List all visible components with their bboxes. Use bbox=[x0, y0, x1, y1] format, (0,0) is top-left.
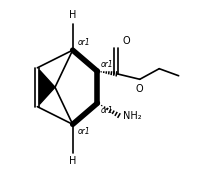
Text: H: H bbox=[69, 10, 76, 20]
Text: O: O bbox=[122, 36, 130, 46]
Text: O: O bbox=[136, 84, 144, 94]
Polygon shape bbox=[40, 70, 55, 104]
Text: or1: or1 bbox=[101, 60, 114, 69]
Text: H: H bbox=[69, 156, 76, 166]
Text: or1: or1 bbox=[78, 127, 91, 136]
Text: NH₂: NH₂ bbox=[123, 111, 142, 121]
Text: or1: or1 bbox=[101, 106, 114, 115]
Text: or1: or1 bbox=[78, 38, 91, 48]
